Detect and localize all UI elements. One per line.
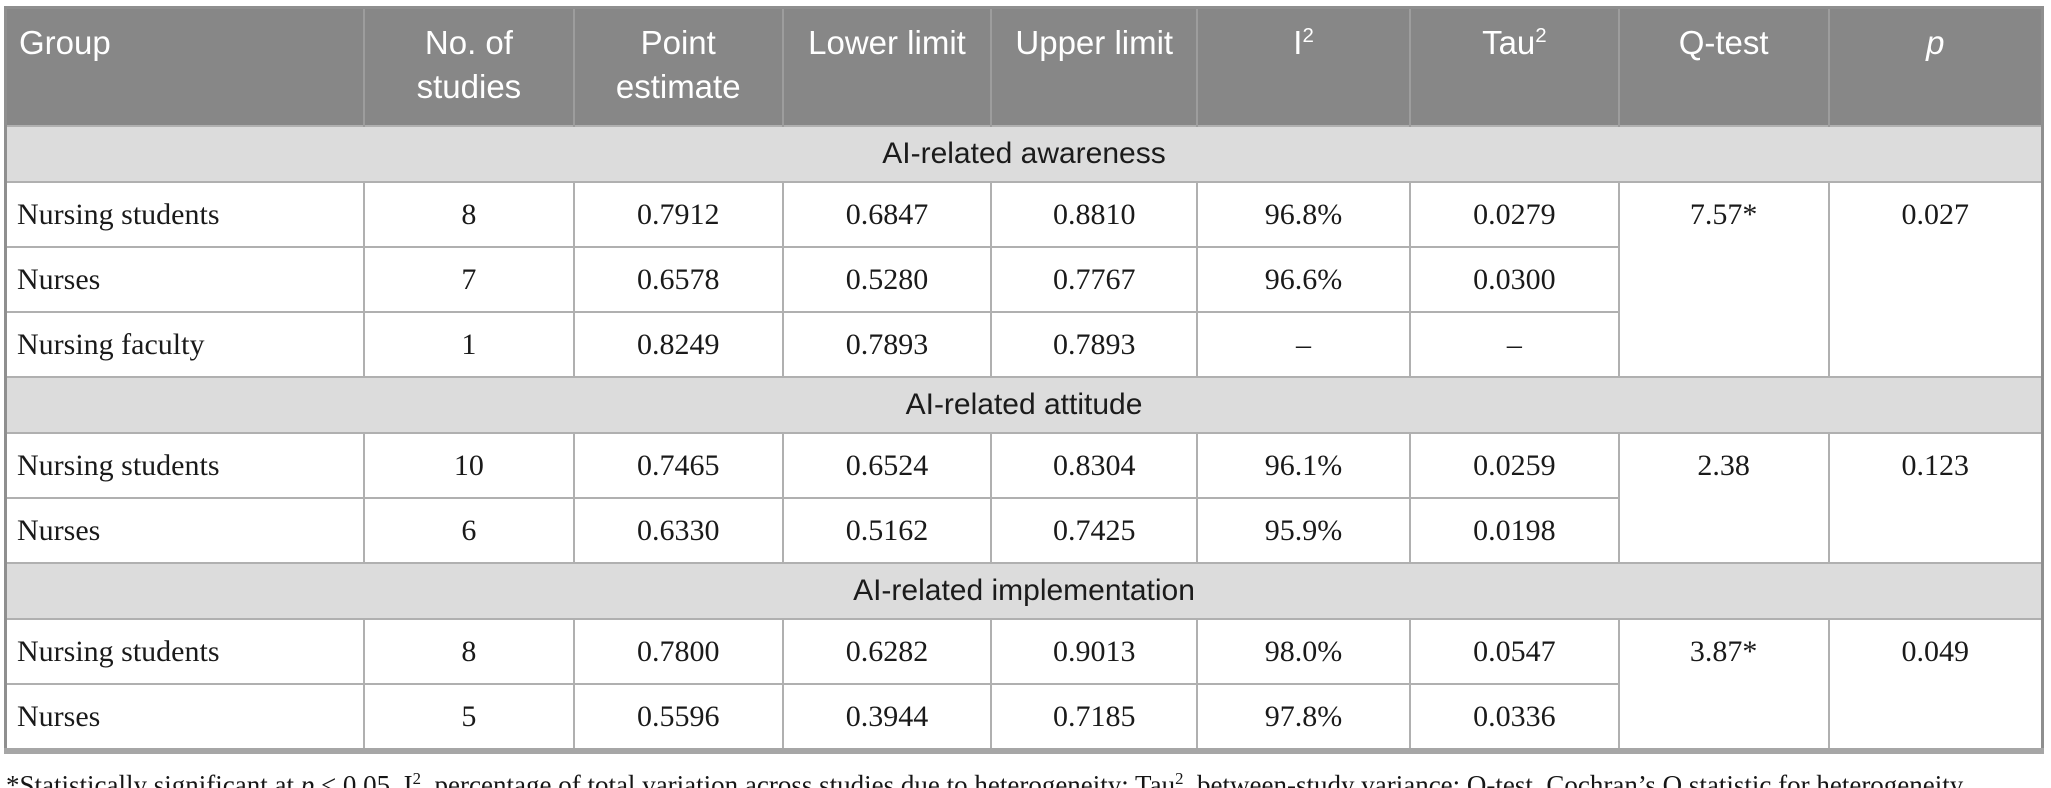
cell-i-squared: 98.0% bbox=[1196, 618, 1411, 685]
cell-no-of-studies: 8 bbox=[363, 181, 575, 248]
cell-point-estimate: 0.6330 bbox=[572, 497, 784, 564]
cell-group: Nurses bbox=[4, 497, 366, 564]
table-row: Nursing students 10 0.7465 0.6524 0.8304… bbox=[4, 432, 2044, 564]
table-footnote: *Statistically significant at p < 0.05. … bbox=[6, 769, 2051, 788]
cell-upper-limit: 0.8304 bbox=[990, 432, 1199, 499]
cell-group: Nursing students bbox=[4, 181, 366, 248]
section-row-awareness: AI-related awareness bbox=[5, 125, 2043, 183]
cell-no-of-studies: 8 bbox=[363, 618, 575, 685]
section-row-implementation: AI-related implementation bbox=[5, 562, 2043, 620]
cell-i-squared: – bbox=[1196, 311, 1411, 378]
table-row: Nurses 5 0.5596 0.3944 0.7185 97.8% 0.03… bbox=[4, 683, 2043, 752]
section-title-implementation: AI-related implementation bbox=[5, 562, 2043, 620]
footnote-mid2: , percentage of total variation across s… bbox=[421, 770, 1176, 788]
cell-tau-squared: 0.0259 bbox=[1408, 432, 1620, 499]
cell-q-test: 3.87* bbox=[1617, 618, 1830, 752]
header-row: Group No. of studies Point estimate Lowe… bbox=[5, 7, 2043, 126]
cell-i-squared: 97.8% bbox=[1196, 683, 1411, 752]
cell-upper-limit: 0.7425 bbox=[990, 497, 1199, 564]
col-header-no-of-studies: No. of studies bbox=[363, 7, 574, 126]
cell-lower-limit: 0.7893 bbox=[781, 311, 993, 378]
cell-no-of-studies: 6 bbox=[363, 497, 575, 564]
cell-i-squared: 96.6% bbox=[1196, 246, 1411, 313]
cell-i-squared: 96.1% bbox=[1196, 432, 1411, 499]
cell-upper-limit: 0.7893 bbox=[990, 311, 1199, 378]
col-header-point-estimate: Point estimate bbox=[572, 7, 783, 126]
cell-lower-limit: 0.6282 bbox=[781, 618, 993, 685]
cell-point-estimate: 0.7465 bbox=[572, 432, 784, 499]
cell-upper-limit: 0.8810 bbox=[990, 181, 1199, 248]
footnote-i-squared-sup: 2 bbox=[412, 769, 422, 788]
table-row: Nurses 7 0.6578 0.5280 0.7767 96.6% 0.03… bbox=[4, 246, 2043, 313]
footnote-suffix: , between-study variance; Q-test, Cochra… bbox=[1183, 770, 1969, 788]
cell-point-estimate: 0.7912 bbox=[572, 181, 784, 248]
cell-upper-limit: 0.7185 bbox=[990, 683, 1199, 752]
cell-group: Nursing faculty bbox=[4, 311, 366, 378]
cell-group: Nursing students bbox=[4, 618, 366, 685]
cell-lower-limit: 0.6524 bbox=[781, 432, 993, 499]
cell-point-estimate: 0.8249 bbox=[572, 311, 784, 378]
cell-point-estimate: 0.7800 bbox=[572, 618, 784, 685]
footnote-prefix: *Statistically significant at bbox=[6, 770, 301, 788]
cell-i-squared: 95.9% bbox=[1196, 497, 1411, 564]
col-header-p-value: p bbox=[1827, 7, 2043, 126]
footnote-tau-squared-sup: 2 bbox=[1175, 769, 1184, 788]
cell-no-of-studies: 5 bbox=[363, 683, 575, 752]
footnote-p-symbol: p bbox=[300, 770, 315, 788]
footnote-mid1: < 0.05. I bbox=[314, 770, 413, 788]
cell-tau-squared: 0.0300 bbox=[1408, 246, 1620, 313]
table-row: Nursing faculty 1 0.8249 0.7893 0.7893 –… bbox=[4, 311, 2043, 378]
cell-p-value: 0.027 bbox=[1827, 181, 2044, 378]
cell-group: Nurses bbox=[4, 246, 366, 313]
meta-analysis-subgroup-table: Group No. of studies Point estimate Lowe… bbox=[4, 6, 2044, 754]
cell-q-test: 7.57* bbox=[1617, 181, 1830, 378]
cell-p-value: 0.049 bbox=[1827, 618, 2044, 752]
section-row-attitude: AI-related attitude bbox=[5, 376, 2043, 434]
cell-point-estimate: 0.5596 bbox=[572, 683, 784, 752]
table-row: Nurses 6 0.6330 0.5162 0.7425 95.9% 0.01… bbox=[4, 497, 2043, 564]
cell-point-estimate: 0.6578 bbox=[572, 246, 784, 313]
cell-lower-limit: 0.3944 bbox=[781, 683, 993, 752]
col-header-lower-limit: Lower limit bbox=[781, 7, 992, 126]
cell-tau-squared: 0.0336 bbox=[1408, 683, 1620, 752]
cell-lower-limit: 0.6847 bbox=[781, 181, 993, 248]
cell-lower-limit: 0.5280 bbox=[781, 246, 993, 313]
section-title-attitude: AI-related attitude bbox=[5, 376, 2043, 434]
cell-upper-limit: 0.7767 bbox=[990, 246, 1199, 313]
i-squared-sup: 2 bbox=[1302, 24, 1314, 47]
cell-no-of-studies: 10 bbox=[363, 432, 575, 499]
tau-squared-base: Tau bbox=[1482, 24, 1536, 61]
cell-tau-squared: – bbox=[1408, 311, 1620, 378]
cell-tau-squared: 0.0547 bbox=[1408, 618, 1620, 685]
col-header-upper-limit: Upper limit bbox=[990, 7, 1198, 126]
cell-lower-limit: 0.5162 bbox=[781, 497, 993, 564]
cell-group: Nursing students bbox=[4, 432, 366, 499]
cell-tau-squared: 0.0198 bbox=[1408, 497, 1620, 564]
col-header-i-squared: I2 bbox=[1196, 7, 1410, 126]
cell-tau-squared: 0.0279 bbox=[1408, 181, 1620, 248]
table-row: Nursing students 8 0.7800 0.6282 0.9013 … bbox=[4, 618, 2044, 752]
table-row: Nursing students 8 0.7912 0.6847 0.8810 … bbox=[4, 181, 2044, 378]
cell-no-of-studies: 7 bbox=[363, 246, 575, 313]
tau-squared-sup: 2 bbox=[1535, 24, 1547, 47]
cell-group: Nurses bbox=[4, 683, 366, 752]
col-header-tau-squared: Tau2 bbox=[1408, 7, 1619, 126]
cell-q-test: 2.38 bbox=[1617, 432, 1830, 564]
i-squared-base: I bbox=[1293, 24, 1303, 61]
cell-upper-limit: 0.9013 bbox=[990, 618, 1199, 685]
cell-p-value: 0.123 bbox=[1827, 432, 2044, 564]
col-header-group: Group bbox=[5, 7, 365, 126]
cell-no-of-studies: 1 bbox=[363, 311, 575, 378]
col-header-q-test: Q-test bbox=[1617, 7, 1829, 126]
cell-i-squared: 96.8% bbox=[1196, 181, 1411, 248]
section-title-awareness: AI-related awareness bbox=[5, 125, 2043, 183]
